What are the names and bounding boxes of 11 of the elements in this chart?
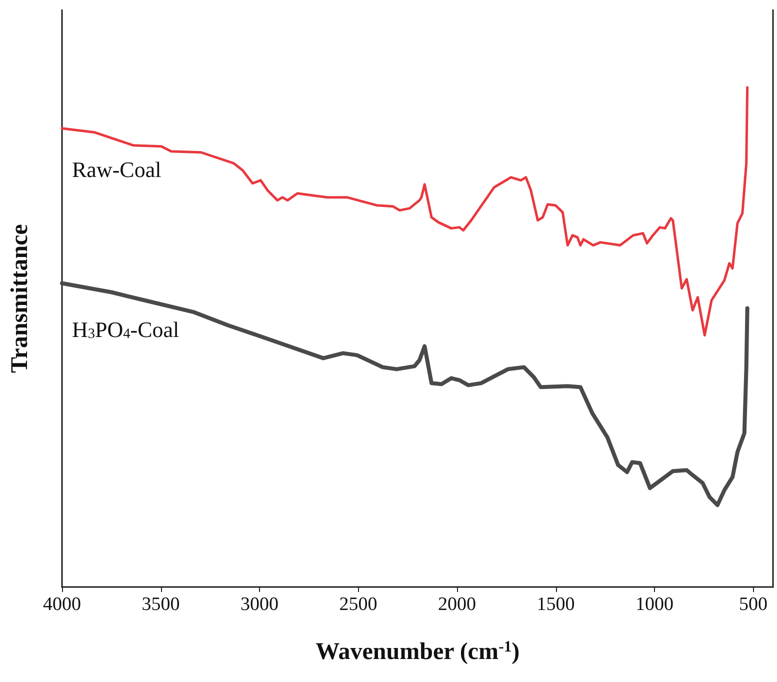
x-tick-label: 1500	[536, 594, 575, 615]
x-tick-label: 3000	[240, 594, 278, 615]
series-label: Raw-Coal	[72, 156, 162, 182]
x-tick-label: 2500	[339, 594, 378, 615]
x-tick-label: 1000	[636, 594, 674, 615]
x-tick-label: 500	[739, 594, 768, 615]
x-tick-label: 4000	[43, 594, 81, 615]
x-tick-label: 3500	[142, 594, 180, 615]
x-tick-label: 2000	[438, 594, 476, 615]
series-label: H3PO4-Coal	[72, 317, 180, 342]
y-axis-title: Transmittance	[7, 224, 33, 373]
